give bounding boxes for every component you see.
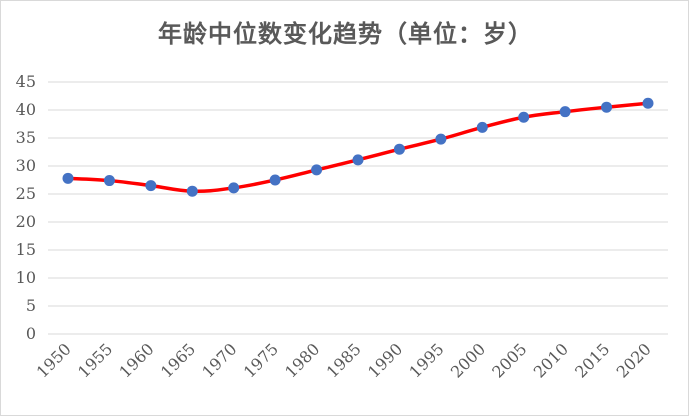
x-tick-label: 2010 <box>530 339 572 381</box>
x-tick-label: 1995 <box>405 339 447 381</box>
data-point <box>62 172 74 184</box>
x-tick-label: 1965 <box>157 339 199 381</box>
data-point <box>269 174 281 186</box>
y-tick-label: 20 <box>16 212 36 231</box>
x-tick-label: 2020 <box>613 339 655 381</box>
data-point <box>435 133 447 145</box>
x-tick-label: 1950 <box>33 339 75 381</box>
y-tick-label: 0 <box>26 324 36 343</box>
x-tick-label: 1980 <box>281 339 323 381</box>
x-tick-label: 1955 <box>74 339 116 381</box>
y-tick-label: 35 <box>16 128 36 147</box>
y-tick-label: 10 <box>16 268 36 287</box>
x-tick-label: 2005 <box>488 339 530 381</box>
x-tick-label: 1960 <box>115 339 157 381</box>
x-tick-label: 2000 <box>447 339 489 381</box>
x-axis-ticks: 1950 1955 1960 1965 1970 1975 1980 1985 1990 1995… <box>33 339 655 381</box>
series-layer <box>62 97 654 197</box>
data-point <box>352 154 364 166</box>
data-point <box>103 175 115 187</box>
y-tick-label: 30 <box>16 156 36 175</box>
y-tick-label: 40 <box>16 100 36 119</box>
data-point <box>393 143 405 155</box>
x-tick-label: 1990 <box>364 339 406 381</box>
data-point <box>228 182 240 194</box>
data-point <box>186 185 198 197</box>
x-tick-label: 1985 <box>323 339 365 381</box>
data-point <box>518 111 530 123</box>
data-point <box>642 97 654 109</box>
series-line <box>66 101 650 194</box>
data-point <box>311 164 323 176</box>
x-tick-label: 2015 <box>571 339 613 381</box>
y-axis-ticks: 0 5 10 15 20 25 30 35 40 45 <box>16 72 36 343</box>
x-tick-label: 1970 <box>198 339 240 381</box>
gridlines <box>48 81 668 335</box>
x-tick-label: 1975 <box>240 339 282 381</box>
y-tick-label: 45 <box>16 72 36 91</box>
data-point <box>601 101 613 113</box>
y-tick-label: 5 <box>26 296 36 315</box>
y-tick-label: 15 <box>16 240 36 259</box>
chart-title: 年龄中位数变化趋势（单位：岁） <box>158 20 533 48</box>
data-point <box>476 121 488 133</box>
data-point <box>145 180 157 192</box>
y-tick-label: 25 <box>16 184 36 203</box>
data-point <box>559 106 571 118</box>
